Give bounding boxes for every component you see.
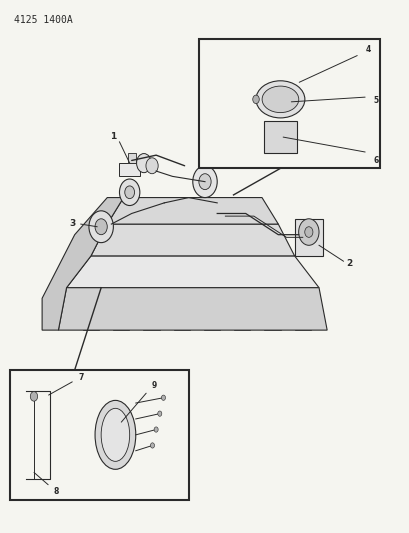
Circle shape [157,411,162,416]
Bar [198,38,379,168]
Polygon shape [42,198,123,330]
Text: 6: 6 [373,156,378,165]
Ellipse shape [101,408,129,462]
Polygon shape [58,288,326,330]
Bar [119,163,139,176]
Circle shape [150,443,154,448]
Circle shape [95,219,107,235]
Circle shape [30,392,38,401]
Bar [127,152,135,163]
Circle shape [136,154,151,173]
Circle shape [146,158,158,174]
Polygon shape [107,198,278,224]
Circle shape [198,174,211,190]
Bar [9,370,188,500]
Circle shape [252,95,258,103]
Text: 7: 7 [78,373,83,382]
Text: 9: 9 [151,381,156,390]
Text: 5: 5 [373,96,378,106]
Polygon shape [66,256,318,288]
Polygon shape [91,224,294,256]
Circle shape [304,227,312,237]
Ellipse shape [95,400,135,470]
Circle shape [154,427,158,432]
Bar [263,120,296,152]
Circle shape [161,395,165,400]
Text: 4125 1400A: 4125 1400A [13,14,72,25]
Text: 4: 4 [364,45,370,54]
Circle shape [124,186,134,199]
Text: 3: 3 [70,219,76,228]
Bar [294,219,322,256]
Text: 2: 2 [346,260,352,268]
Circle shape [119,179,139,206]
Circle shape [298,219,318,245]
Text: 8: 8 [54,487,59,496]
Circle shape [192,166,217,198]
Ellipse shape [261,86,298,112]
Ellipse shape [255,81,304,118]
Text: 1: 1 [110,132,116,141]
Circle shape [89,211,113,243]
